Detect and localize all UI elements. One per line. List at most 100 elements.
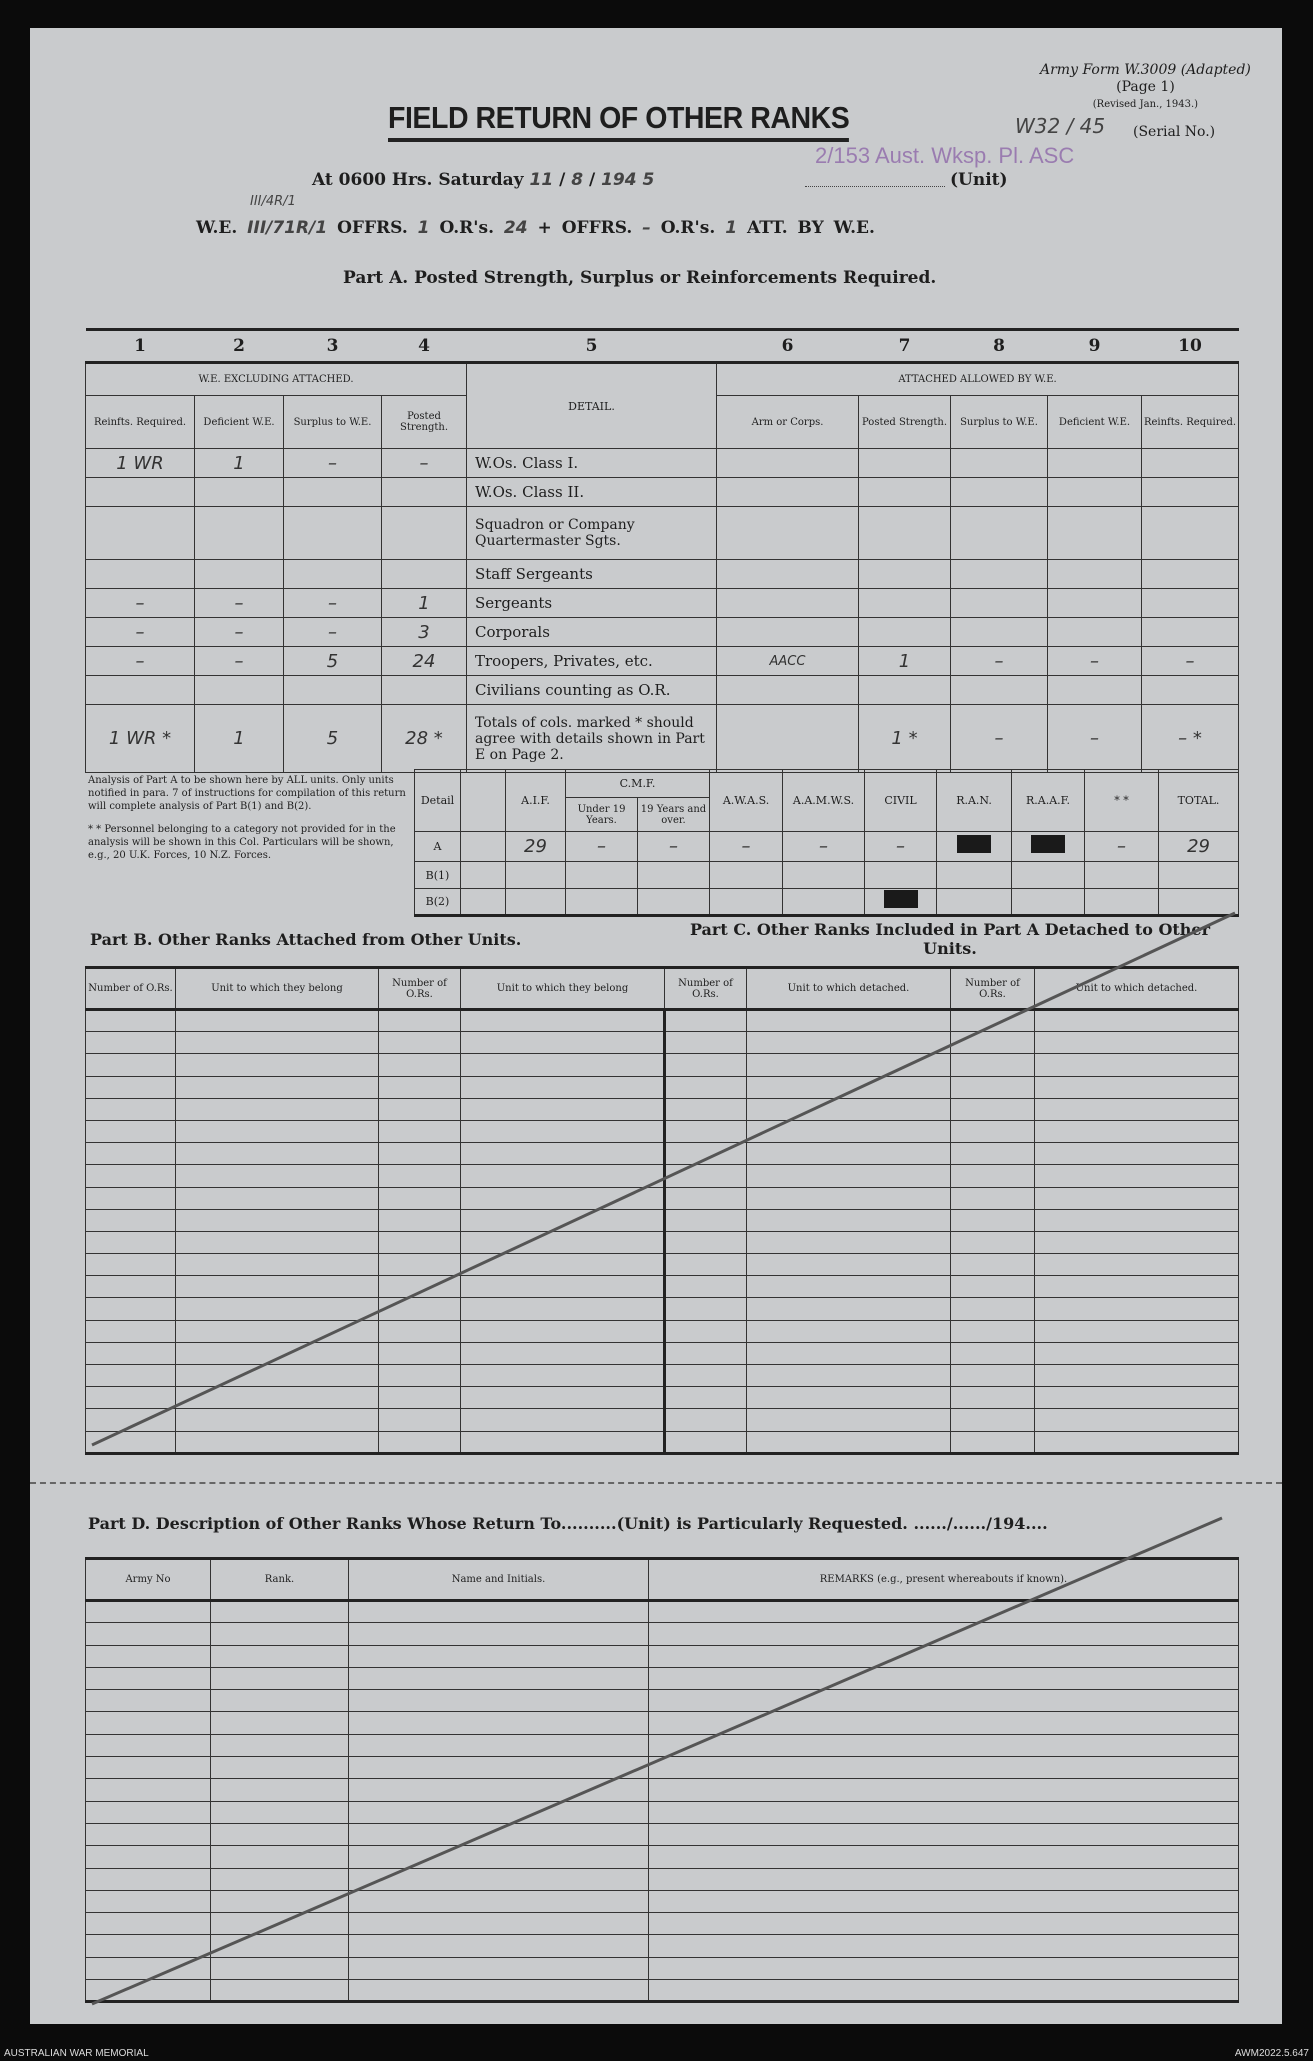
column-number: 8 — [993, 336, 1005, 356]
column-number: 1 — [134, 336, 146, 356]
ors-label: O.R's. — [439, 218, 494, 238]
empty-cell — [1034, 1319, 1239, 1343]
cell-raaf — [1011, 888, 1086, 916]
cell-other — [1084, 888, 1160, 916]
row-detail: Civilians counting as O.R. — [466, 675, 717, 705]
row-detail: Staff Sergeants — [466, 559, 717, 589]
empty-row — [85, 1119, 1239, 1144]
empty-cell — [1034, 1363, 1239, 1388]
offrs-value: 1 — [417, 218, 430, 238]
cell-left: – — [283, 588, 382, 618]
subheader-right: Posted Strength. — [858, 395, 951, 449]
cell-right: – — [1141, 646, 1239, 676]
part-d-title: Part D. Description of Other Ranks Whose… — [88, 1514, 1048, 1533]
cell-ran — [936, 861, 1013, 889]
empty-row — [85, 1756, 1239, 1780]
part-d-strike-line — [91, 1516, 1223, 2006]
at-line: At 0600 Hrs. Saturday 11 / 8 / 194 5 — [312, 170, 655, 190]
group-right-header: ATTACHED ALLOWED BY W.E. — [716, 362, 1239, 396]
part-b-c-strike-line — [91, 911, 1236, 1447]
empty-row — [85, 1008, 1239, 1033]
empty-row — [85, 1711, 1239, 1735]
empty-row — [85, 1319, 1239, 1343]
header-civil: CIVIL — [864, 769, 938, 832]
cell-right — [1047, 477, 1142, 507]
cell-right — [1141, 617, 1239, 647]
cell-u19: – — [565, 831, 638, 862]
cell-right — [1141, 675, 1239, 705]
offrs-label-2: OFFRS. — [561, 218, 633, 238]
empty-row — [85, 1666, 1239, 1691]
table-row: – – –1 Sergeants — [85, 588, 1239, 618]
part-a-title: Part A. Posted Strength, Surplus or Rein… — [343, 268, 937, 288]
empty-cell — [1034, 1275, 1239, 1299]
empty-row — [85, 1053, 1239, 1077]
cell-right — [716, 704, 859, 773]
column-number: 3 — [326, 336, 339, 356]
redaction-block — [883, 890, 918, 908]
cell-right — [1047, 506, 1142, 560]
form-id-block: Army Form W.3009 (Adapted) (Page 1) (Rev… — [1040, 62, 1251, 113]
att-label: ATT. BY W.E. — [746, 218, 875, 238]
table-row: Civilians counting as O.R. — [85, 675, 1239, 705]
empty-row — [85, 1341, 1239, 1366]
cell-left: 24 — [381, 646, 467, 676]
we-value: III/71R/1 — [247, 218, 328, 238]
empty-cell — [648, 1979, 1239, 2003]
empty-cell — [1034, 1341, 1239, 1366]
serial-label: (Serial No.) — [1133, 124, 1216, 140]
cell-aamws — [782, 888, 866, 916]
column-number-row: 1 2 3 4 5 6 7 8 9 10 — [85, 329, 1239, 363]
header-aamws: A.A.M.W.S. — [782, 769, 866, 832]
form-id: Army Form W.3009 (Adapted) — [1040, 62, 1251, 78]
cell-right — [1141, 448, 1239, 478]
cell-left: 5 — [283, 704, 382, 773]
subheader-right: Deficient W.E. — [1047, 395, 1142, 449]
empty-cell — [1034, 1408, 1239, 1432]
row-detail: W.Os. Class I. — [466, 448, 717, 478]
part-d-table: Army No Rank. Name and Initials. REMARKS (e… — [85, 1557, 1239, 2004]
empty-row — [85, 1253, 1239, 1277]
cell-left: 1 — [194, 448, 284, 478]
serial-value: W32 / 45 — [1015, 114, 1106, 138]
empty-row — [85, 1386, 1239, 1410]
analysis-row: A 29– – – – – –29 — [414, 831, 1240, 862]
empty-row — [85, 1934, 1239, 1958]
offrs-label: OFFRS. — [337, 218, 408, 238]
table-row: Staff Sergeants — [85, 559, 1239, 589]
empty-row — [85, 1599, 1239, 1624]
table-row: – – –3 Corporals — [85, 617, 1239, 647]
analysis-note-2: * * Personnel belonging to a category no… — [88, 824, 396, 861]
empty-row — [85, 1142, 1239, 1166]
cell-right — [950, 675, 1048, 705]
part-c-header: Unit to which detached. — [1034, 967, 1239, 1010]
part-d-header: Name and Initials. — [348, 1558, 649, 1601]
empty-cell — [1034, 1430, 1239, 1454]
cell-left: 3 — [381, 617, 467, 647]
cell-right: 1 * — [858, 704, 951, 773]
date-year: 194 5 — [601, 170, 655, 190]
cell-raaf — [1011, 831, 1086, 862]
part-b-header: Unit to which they belong — [460, 967, 665, 1010]
empty-row — [85, 1363, 1239, 1388]
part-c-title: Part C. Other Ranks Included in Part A D… — [689, 920, 1211, 958]
cell-right — [1047, 675, 1142, 705]
empty-cell — [1034, 1031, 1239, 1055]
unit-label: (Unit) — [950, 170, 1008, 190]
cell-right: AACC — [716, 646, 859, 676]
column-number: 9 — [1088, 336, 1101, 356]
cell-aamws: – — [782, 831, 866, 862]
offrs-value-2: – — [642, 218, 651, 238]
detail-label: Detail — [414, 769, 461, 832]
subheader-right: Arm or Corps. — [716, 395, 859, 449]
cell-right — [716, 559, 859, 589]
header-other: * * — [1084, 769, 1160, 832]
table-row: 1 WR * 1 5 28 * Totals of cols. marked * sho… — [85, 704, 1239, 773]
part-c-header: Unit to which detached. — [746, 967, 951, 1010]
cell-aif — [505, 888, 566, 916]
empty-cell — [1034, 1119, 1239, 1144]
empty-row — [85, 1186, 1239, 1210]
empty-row — [85, 1778, 1239, 1802]
empty-cell — [1034, 1008, 1239, 1033]
